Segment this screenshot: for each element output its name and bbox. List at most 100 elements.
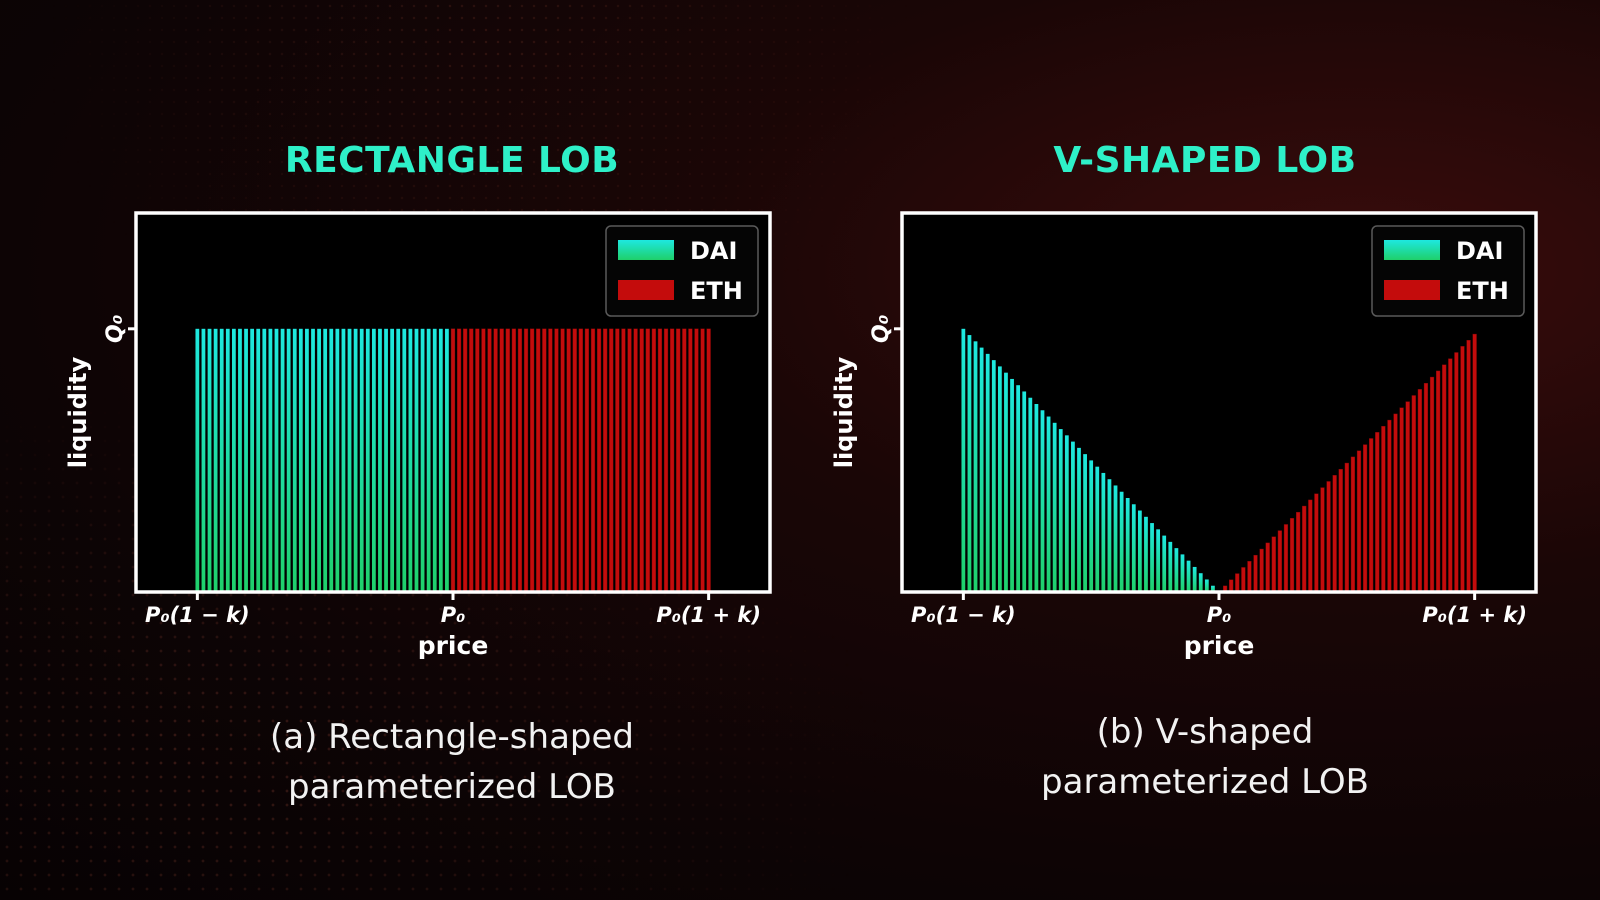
x-tick-label: P₀(1 − k) [145, 603, 250, 627]
dai-bar [1089, 460, 1094, 592]
eth-bar [1429, 376, 1435, 593]
dai-bar [280, 328, 285, 592]
dai-bar [1156, 529, 1161, 592]
eth-bar [1350, 456, 1355, 593]
eth-bar [1229, 579, 1234, 593]
eth-bar [1369, 438, 1374, 593]
eth-legend-swatch [618, 280, 674, 300]
dai-bar [438, 328, 443, 592]
dai-bar [1198, 573, 1203, 592]
eth-bar [1326, 481, 1331, 593]
eth-bar [1308, 499, 1313, 593]
dai-bar [329, 328, 334, 592]
y-tick-label: Q₀ [869, 314, 894, 343]
v-shaped-lob-caption-line2: parameterized LOB [1041, 762, 1369, 802]
dai-bar [1058, 429, 1063, 592]
dai-bar [414, 328, 419, 592]
eth-bar [1320, 487, 1325, 593]
rectangle-lob-caption-line1: (a) Rectangle-shaped [270, 717, 634, 757]
dai-bar [1010, 378, 1014, 592]
dai-bar [396, 328, 401, 592]
dai-bar [1095, 466, 1100, 592]
dai-bar [311, 328, 315, 592]
x-tick-label: P₀(1 − k) [911, 603, 1016, 627]
eth-bar [1302, 505, 1307, 593]
dai-bar [201, 328, 206, 592]
dai-bar [256, 328, 261, 592]
dai-bar [365, 328, 370, 592]
dai-bar [1125, 498, 1130, 592]
dai-bar [1168, 541, 1173, 592]
dai-bar [207, 328, 212, 592]
dai-bar [305, 328, 309, 592]
dai-bar [359, 328, 364, 592]
dai-bar [1131, 504, 1136, 592]
v-shaped-lob-title: V-SHAPED LOB [1053, 140, 1357, 181]
eth-bar [1405, 401, 1410, 593]
dai-bar [1028, 397, 1033, 592]
x-axis-label: price [1184, 631, 1255, 660]
dai-bar [1064, 435, 1069, 592]
dai-bar [1113, 485, 1118, 592]
dai-bar [323, 328, 328, 592]
dai-bar [1052, 422, 1057, 592]
rectangle-lob-title: RECTANGLE LOB [284, 140, 620, 181]
y-axis-label: liquidity [830, 356, 858, 468]
dai-bar [973, 341, 978, 592]
x-tick-label: P₀(1 + k) [656, 603, 761, 627]
dai-bar [1174, 548, 1179, 592]
eth-bar [1283, 524, 1289, 593]
dai-bar [1137, 510, 1142, 592]
dai-bar [250, 328, 255, 592]
dai-bar [1204, 579, 1209, 592]
eth-bar [1344, 462, 1349, 593]
dai-bar [420, 328, 425, 592]
dai-bar [1186, 560, 1191, 592]
x-tick-label: P₀ [441, 603, 466, 627]
eth-bar [1387, 419, 1392, 593]
v-shaped-lob-caption: (b) V-shaped parameterized LOB [885, 707, 1525, 807]
dai-bar [445, 328, 449, 592]
eth-bar [1235, 573, 1240, 593]
dai-bar [426, 328, 431, 592]
eth-bar [1399, 407, 1404, 593]
x-tick-label: P₀(1 + k) [1422, 603, 1527, 627]
dai-bar [268, 328, 273, 592]
dai-bar [317, 328, 321, 592]
eth-bar [1314, 493, 1319, 593]
eth-legend-label: ETH [1456, 277, 1509, 305]
eth-bar [1472, 333, 1477, 593]
eth-bar [1423, 382, 1429, 593]
dai-bar [1083, 454, 1087, 592]
dai-bar [1119, 491, 1124, 592]
dai-bar [432, 328, 437, 592]
y-axis-label: liquidity [64, 356, 92, 468]
y-tick-label: Q₀ [103, 314, 128, 343]
dai-bar [1004, 372, 1008, 592]
dai-bar [1077, 447, 1081, 592]
dai-bar [985, 353, 990, 592]
eth-legend-swatch [1384, 280, 1440, 300]
dai-bar [390, 328, 395, 592]
eth-bar [1442, 364, 1447, 593]
x-tick-label: P₀ [1207, 603, 1232, 627]
rectangle-lob-caption: (a) Rectangle-shaped parameterized LOB [132, 712, 772, 812]
dai-bar [353, 328, 358, 592]
dai-bar [1211, 585, 1215, 592]
eth-bar [1411, 395, 1416, 593]
v-shaped-lob-caption-line1: (b) V-shaped [1096, 712, 1314, 752]
eth-bar [1393, 413, 1398, 593]
eth-bar [1332, 475, 1337, 593]
dai-bar [384, 328, 388, 592]
dai-bar [1107, 479, 1112, 592]
dai-legend-swatch [618, 240, 674, 260]
eth-bar [1338, 468, 1343, 593]
dai-bar [1016, 385, 1021, 592]
dai-bar [1071, 441, 1075, 592]
eth-bar [1271, 536, 1276, 593]
eth-bar [1375, 432, 1380, 593]
eth-bar [1466, 340, 1471, 593]
dai-bar [262, 328, 267, 592]
